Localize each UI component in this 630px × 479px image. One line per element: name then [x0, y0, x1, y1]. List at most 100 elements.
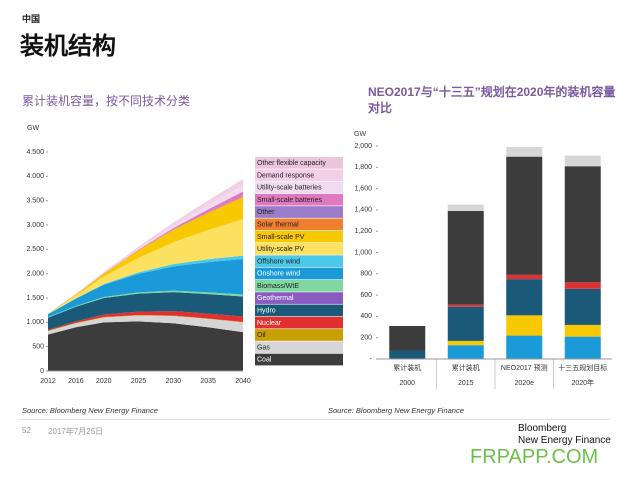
bar-segment — [564, 166, 601, 283]
x-tick-label: 十三五规划目标 — [558, 363, 607, 372]
area — [48, 290, 243, 318]
brand: Bloomberg — [518, 423, 567, 434]
y-tick-label: 1,600 — [354, 185, 372, 192]
x-tick-label: 2020e — [515, 380, 535, 387]
bar-segment — [447, 204, 484, 211]
legend-label: Gas — [257, 344, 270, 351]
legend-label: Biomass/WtE — [257, 283, 299, 290]
y-tick-label: 1.000 — [26, 319, 44, 326]
y-tick-label: 2,000 — [354, 143, 372, 150]
legend-label: Nuclear — [257, 320, 282, 327]
area — [48, 180, 243, 314]
bar-segment — [564, 155, 601, 167]
legend-swatch — [255, 316, 343, 329]
bar-segment — [447, 306, 484, 341]
area — [48, 197, 243, 314]
legend-label: Hydro — [257, 308, 276, 315]
x-tick-label: 2035 — [200, 378, 216, 385]
y-tick-label: 600 — [360, 292, 372, 299]
legend-label: Onshore wind — [257, 271, 300, 278]
x-tick-label: 2040 — [235, 378, 251, 385]
y-tick-label: 1,800 — [354, 164, 372, 171]
area — [48, 311, 243, 331]
area — [48, 315, 243, 335]
x-tick-label: 累计装机 — [393, 363, 421, 372]
brand: New Energy Finance — [518, 435, 611, 446]
legend-swatch — [255, 243, 343, 255]
legend-swatch — [255, 255, 343, 268]
legend-swatch — [255, 157, 343, 169]
legend-label: Small-scale batteries — [257, 197, 322, 204]
source: Source: Bloomberg New Energy Finance — [328, 406, 464, 415]
bar-segment — [447, 304, 484, 307]
y-tick-label: 1,400 — [354, 207, 372, 214]
bar-segment — [564, 324, 601, 337]
source: Source: Bloomberg New Energy Finance — [22, 406, 158, 415]
y-axis-label: GW — [354, 131, 366, 138]
legend-swatch — [255, 230, 343, 243]
legend-swatch — [255, 304, 343, 317]
area — [48, 219, 243, 315]
y-tick-label: 1,200 — [354, 228, 372, 235]
bar-segment — [506, 274, 543, 280]
section: 中国 — [22, 14, 41, 24]
legend-swatch — [255, 292, 343, 304]
x-tick-label: 2025 — [131, 378, 147, 385]
legend-label: Small-scale PV — [257, 234, 305, 241]
y-tick-label: 0 — [40, 368, 44, 375]
page-number: 52 — [22, 426, 31, 435]
bar-segment — [389, 325, 426, 351]
x-tick-label: 2030 — [166, 378, 182, 385]
y-tick-label: 2.000 — [26, 271, 44, 278]
bar-segment — [447, 210, 484, 305]
slide-title: 装机结构 — [20, 33, 116, 60]
divider — [20, 419, 610, 420]
legend-swatch — [255, 218, 343, 231]
legend-label: Coal — [257, 357, 272, 364]
bar-segment — [506, 335, 543, 359]
legend-swatch — [255, 329, 343, 341]
area — [48, 185, 243, 314]
date: 2017年7月25日 — [48, 427, 104, 436]
bar-segment — [506, 156, 543, 275]
legend-label: Utility-scale batteries — [257, 185, 322, 192]
legend-label: Demand response — [257, 172, 314, 179]
legend-label: Oil — [257, 332, 266, 339]
legend-label: Other — [257, 209, 275, 216]
y-tick-label: 200 — [360, 335, 372, 342]
legend-swatch — [255, 169, 343, 181]
legend-swatch — [255, 193, 343, 206]
legend-label: Utility-scale PV — [257, 246, 304, 253]
legend-swatch — [255, 341, 343, 354]
legend-label: Offshore wind — [257, 258, 300, 265]
bar-segment — [389, 350, 426, 359]
bar-segment — [506, 279, 543, 316]
legend-swatch — [255, 206, 343, 218]
bar-segment — [506, 147, 543, 157]
y-tick-label: 1.500 — [26, 295, 44, 302]
y-tick-label: 3.500 — [26, 198, 44, 205]
y-tick-label: 3.000 — [26, 222, 44, 229]
x-tick-label: 2020年 — [571, 378, 594, 387]
legend-swatch — [255, 279, 343, 292]
x-tick-label: 2020 — [96, 378, 112, 385]
x-tick-label: 2012 — [40, 378, 56, 385]
bar-segment — [506, 315, 543, 336]
bar-segment — [564, 282, 601, 289]
legend-label: Other flexible capacity — [257, 160, 326, 167]
area — [48, 191, 243, 314]
legend-swatch — [255, 181, 343, 194]
x-tick-label: 累计装机 — [452, 363, 480, 372]
y-tick-label: 4.000 — [26, 173, 44, 180]
y-tick-label: 800 — [360, 271, 372, 278]
x-tick-label: 2016 — [68, 378, 84, 385]
legend-swatch — [255, 353, 343, 366]
legend-label: Solar thermal — [257, 221, 299, 228]
y-tick-label: 500 — [32, 344, 44, 351]
y-tick-label: 1,000 — [354, 249, 372, 256]
chart-title: 累计装机容量，按不同技术分类 — [22, 94, 191, 108]
area — [48, 321, 243, 371]
bar-segment — [447, 340, 484, 346]
